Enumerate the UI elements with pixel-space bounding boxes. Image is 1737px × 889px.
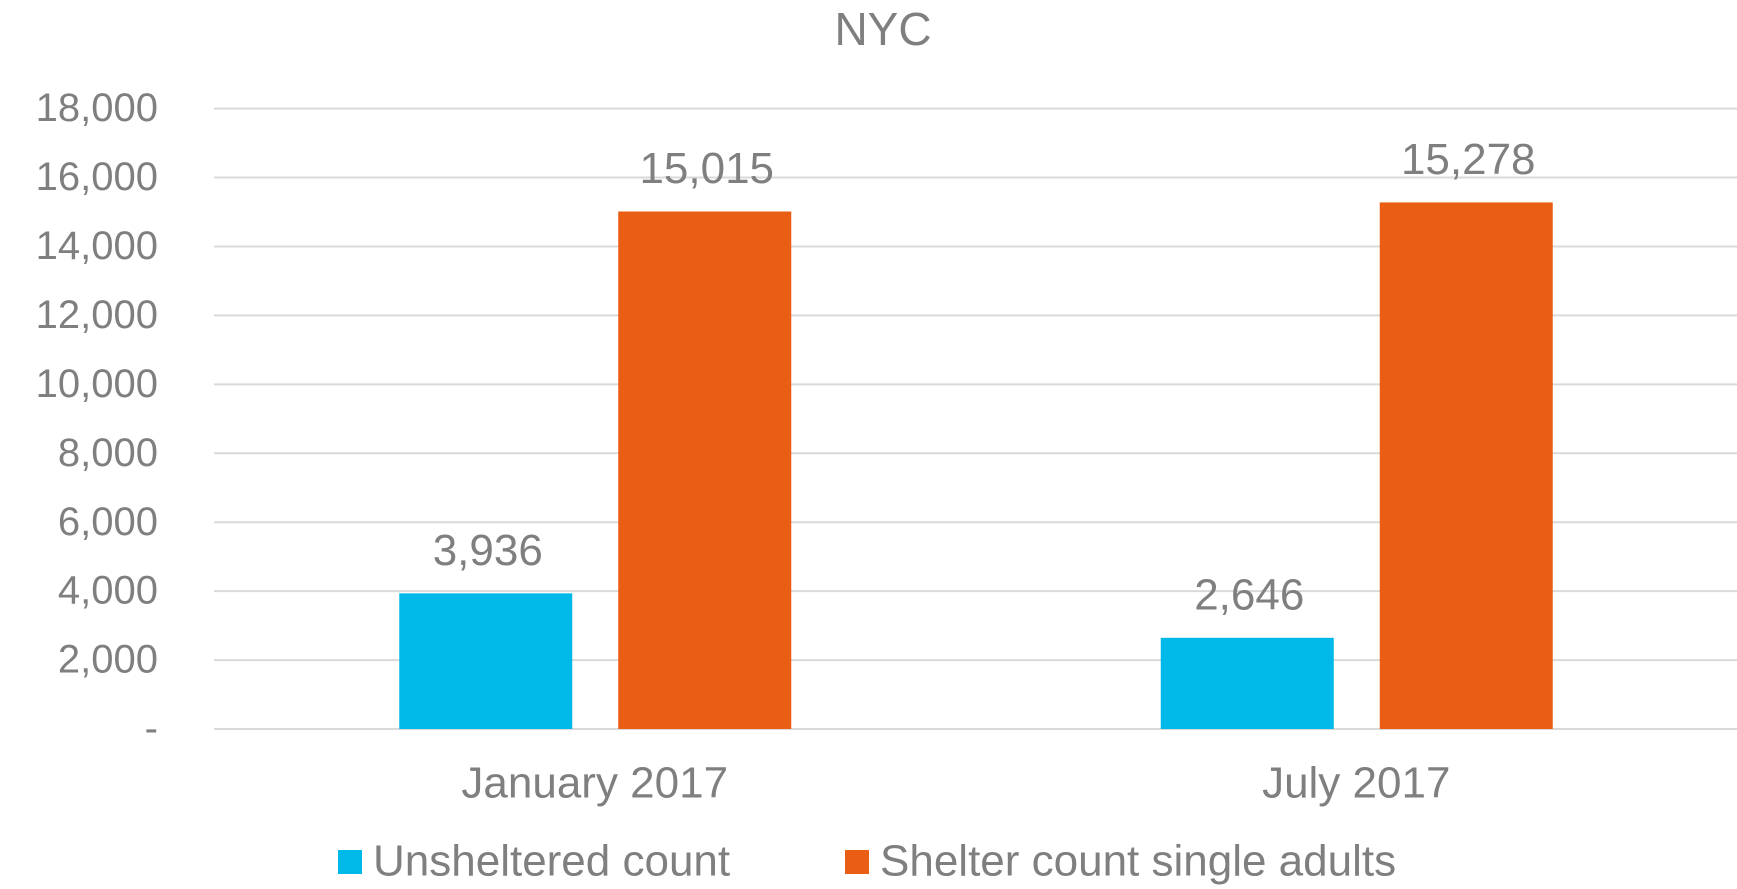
y-tick-label: 16,000: [36, 155, 158, 199]
x-tick-label: January 2017: [461, 759, 728, 808]
legend-swatch: [845, 850, 869, 874]
bar: [1160, 637, 1334, 729]
x-tick-label: July 2017: [1262, 759, 1450, 808]
bar: [1379, 202, 1553, 729]
data-label: 2,646: [1194, 570, 1304, 619]
data-label: 3,936: [433, 526, 543, 575]
data-label: 15,278: [1401, 135, 1536, 184]
chart-title: NYC: [834, 3, 931, 55]
y-tick-label: 8,000: [58, 431, 158, 475]
y-tick-label: -: [145, 707, 158, 751]
legend-label: Unsheltered count: [373, 837, 730, 886]
bar: [618, 211, 792, 729]
data-label: 15,015: [639, 144, 774, 193]
legend-swatch: [338, 850, 362, 874]
y-tick-label: 2,000: [58, 638, 158, 682]
y-tick-label: 4,000: [58, 569, 158, 613]
bar: [399, 593, 573, 729]
legend-label: Shelter count single adults: [880, 837, 1396, 886]
y-tick-label: 12,000: [36, 293, 158, 337]
y-tick-label: 6,000: [58, 500, 158, 544]
y-tick-label: 10,000: [36, 362, 158, 406]
y-tick-label: 14,000: [36, 224, 158, 268]
y-tick-label: 18,000: [36, 86, 158, 130]
